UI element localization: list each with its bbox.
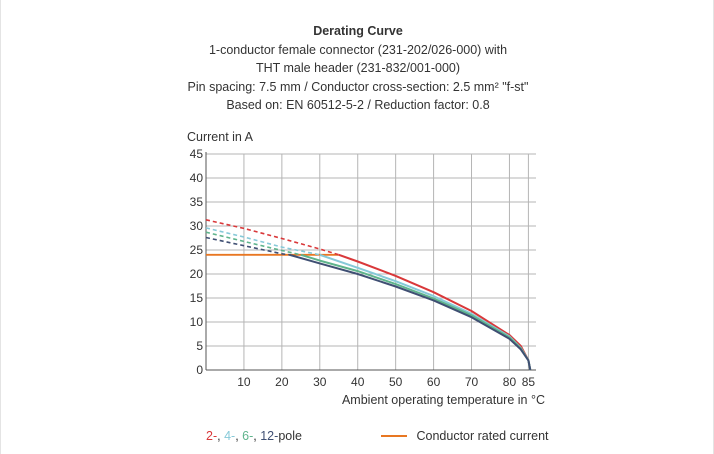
legend-pole-item: 6-	[242, 429, 254, 443]
y-tick-label: 45	[190, 147, 204, 161]
chart-series	[205, 219, 532, 371]
chart-title-block: Derating Curve 1-conductor female connec…	[1, 22, 714, 115]
x-tick-labels: 10 20 30 40 50 60 70 80 85	[237, 375, 535, 389]
series-line-6-pole	[300, 253, 532, 371]
x-tick-label: 60	[427, 375, 441, 389]
series-dashed-2-pole	[205, 219, 340, 256]
x-tick-label: 85	[522, 375, 536, 389]
series-line-12-pole	[289, 253, 532, 371]
chart-subtitle-line-1: 1-conductor female connector (231-202/02…	[208, 42, 508, 57]
legend-rated-current-entry: Conductor rated current	[381, 428, 549, 444]
legend-pole-item: ,	[217, 429, 225, 443]
y-tick-label: 5	[196, 339, 203, 353]
legend-pole-item: 2-	[206, 429, 218, 443]
legend-pole-item: 12-	[260, 429, 279, 443]
x-tick-label: 10	[237, 375, 251, 389]
legend-pole-item: ,	[235, 429, 243, 443]
y-tick-label: 20	[190, 267, 204, 281]
series-dashed-4-pole	[205, 227, 320, 256]
x-tick-label: 50	[389, 375, 403, 389]
series-dashed-6-pole	[205, 231, 301, 256]
legend-pole-item: 4-	[224, 429, 236, 443]
chart-subtitle-line-2: THT male header (231-832/001-000)	[255, 61, 461, 75]
y-tick-labels: 0 5 10 15 20 25 30 35 40 45	[190, 147, 204, 377]
legend-pole-item: ,	[253, 429, 261, 443]
legend-pole-item: pole	[278, 429, 302, 443]
x-axis-label: Ambient operating temperature in °C	[342, 393, 545, 407]
chart-subtitle-line-3: Pin spacing: 7.5 mm / Conductor cross-se…	[187, 79, 529, 94]
y-tick-label: 0	[196, 363, 203, 377]
x-tick-label: 40	[351, 375, 365, 389]
y-axis-label: Current in A	[187, 130, 254, 144]
y-tick-label: 15	[190, 291, 204, 305]
y-tick-label: 25	[190, 243, 204, 257]
legend-rated-current-label: Conductor rated current	[416, 429, 549, 443]
y-tick-label: 30	[190, 219, 204, 233]
legend-pole-entry: 2-, 4-, 6-, 12-pole	[206, 428, 302, 444]
legend-rated-current-swatch	[381, 434, 407, 437]
series-dashed-12-pole	[205, 236, 290, 256]
chart-title: Derating Curve	[313, 24, 403, 38]
chart-grid	[205, 152, 536, 371]
x-tick-label: 30	[313, 375, 327, 389]
x-tick-label: 20	[275, 375, 289, 389]
y-tick-label: 40	[190, 171, 204, 185]
y-tick-label: 35	[190, 195, 204, 209]
y-tick-label: 10	[190, 315, 204, 329]
chart-subtitle-line-4: Based on: EN 60512-5-2 / Reduction facto…	[226, 98, 490, 112]
x-tick-label: 70	[465, 375, 479, 389]
x-tick-label: 80	[503, 375, 517, 389]
